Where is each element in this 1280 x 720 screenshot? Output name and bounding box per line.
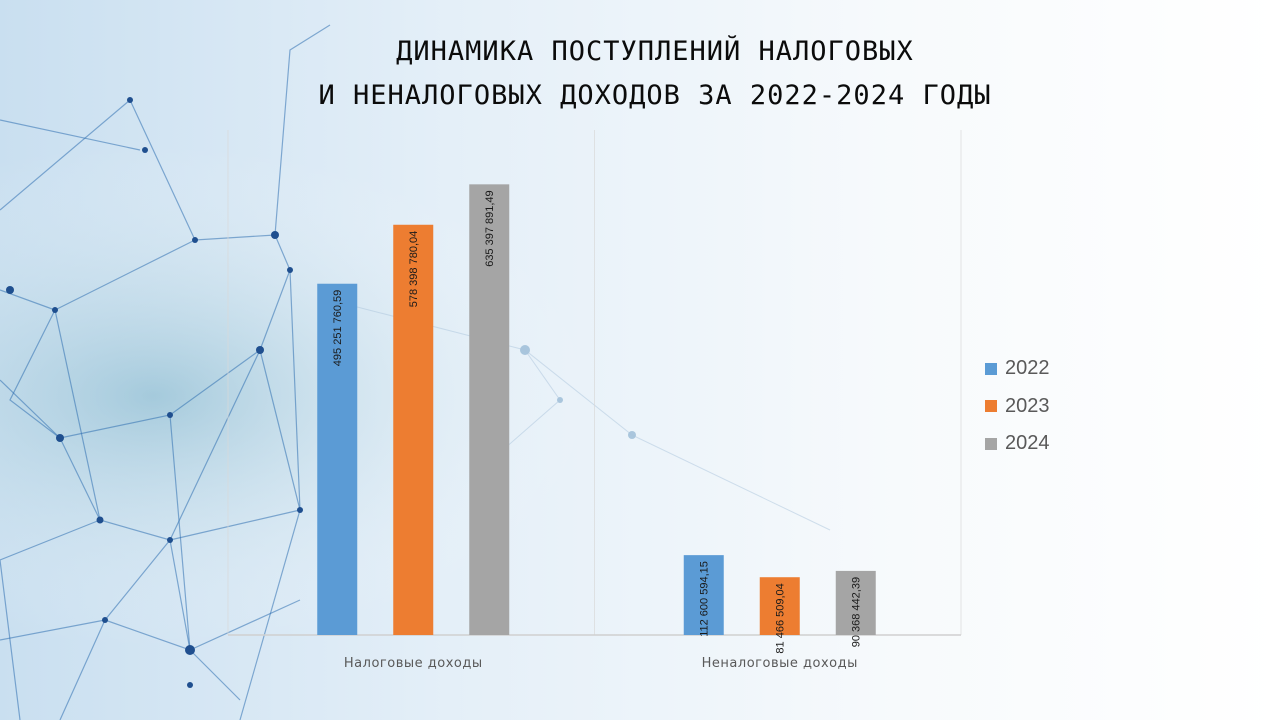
data-labels: 495 251 760,59 578 398 780,04 635 397 891,… [332, 190, 863, 653]
legend-label-2024: 2024 [1005, 432, 1050, 455]
legend: 2022 2023 2024 [985, 350, 1050, 463]
chart-title: ДИНАМИКА ПОСТУПЛЕНИЙ НАЛОГОВЫХ И НЕНАЛОГ… [0, 30, 1280, 118]
data-label-2023-0: 578 398 780,04 [408, 231, 420, 307]
legend-swatch-2024 [985, 437, 997, 450]
bar-2023-1 [759, 577, 800, 635]
bar-2024-1 [835, 570, 876, 635]
data-label-2023-1: 81 466 509,04 [775, 583, 787, 653]
data-label-2024-0: 635 397 891,49 [484, 190, 496, 266]
data-label-2024-1: 90 368 442,39 [851, 577, 863, 647]
legend-swatch-2022 [985, 362, 997, 375]
legend-item-2024: 2024 [985, 425, 1050, 463]
title-line-1: ДИНАМИКА ПОСТУПЛЕНИЙ НАЛОГОВЫХ [396, 36, 914, 67]
bar-2022-1 [683, 555, 724, 635]
bar-2023-0 [393, 224, 434, 636]
data-label-2022-0: 495 251 760,59 [332, 290, 344, 366]
title-line-2: И НЕНАЛОГОВЫХ ДОХОДОВ ЗА 2022-2024 ГОДЫ [318, 80, 992, 111]
legend-item-2023: 2023 [985, 388, 1050, 426]
legend-label-2023: 2023 [1005, 394, 1050, 417]
category-label-1: Неналоговые доходы [702, 656, 858, 671]
bar-2024-0 [469, 184, 510, 636]
bars [317, 184, 876, 636]
bar-2022-0 [317, 283, 358, 635]
category-label-0: Налоговые доходы [344, 656, 483, 671]
legend-item-2022: 2022 [985, 350, 1050, 388]
legend-swatch-2023 [985, 400, 997, 413]
category-labels: Налоговые доходы Неналоговые доходы [344, 656, 858, 671]
gridlines [227, 130, 962, 635]
data-label-2022-1: 112 600 594,15 [699, 561, 711, 637]
legend-label-2022: 2022 [1005, 357, 1050, 380]
